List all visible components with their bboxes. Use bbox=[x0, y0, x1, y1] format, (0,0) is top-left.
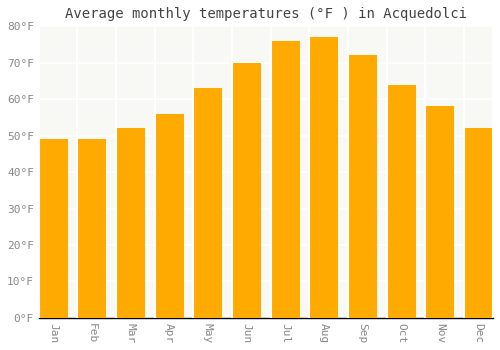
Bar bbox=[386, 85, 416, 318]
Bar bbox=[39, 139, 68, 318]
Bar bbox=[271, 41, 300, 318]
Bar bbox=[116, 128, 145, 318]
Bar bbox=[194, 88, 222, 318]
Bar bbox=[426, 106, 454, 318]
Bar bbox=[464, 128, 493, 318]
Bar bbox=[232, 63, 261, 318]
Bar bbox=[78, 139, 106, 318]
Bar bbox=[348, 55, 377, 318]
Bar bbox=[155, 114, 184, 318]
Bar bbox=[310, 37, 338, 318]
Title: Average monthly temperatures (°F ) in Acquedolci: Average monthly temperatures (°F ) in Ac… bbox=[65, 7, 467, 21]
